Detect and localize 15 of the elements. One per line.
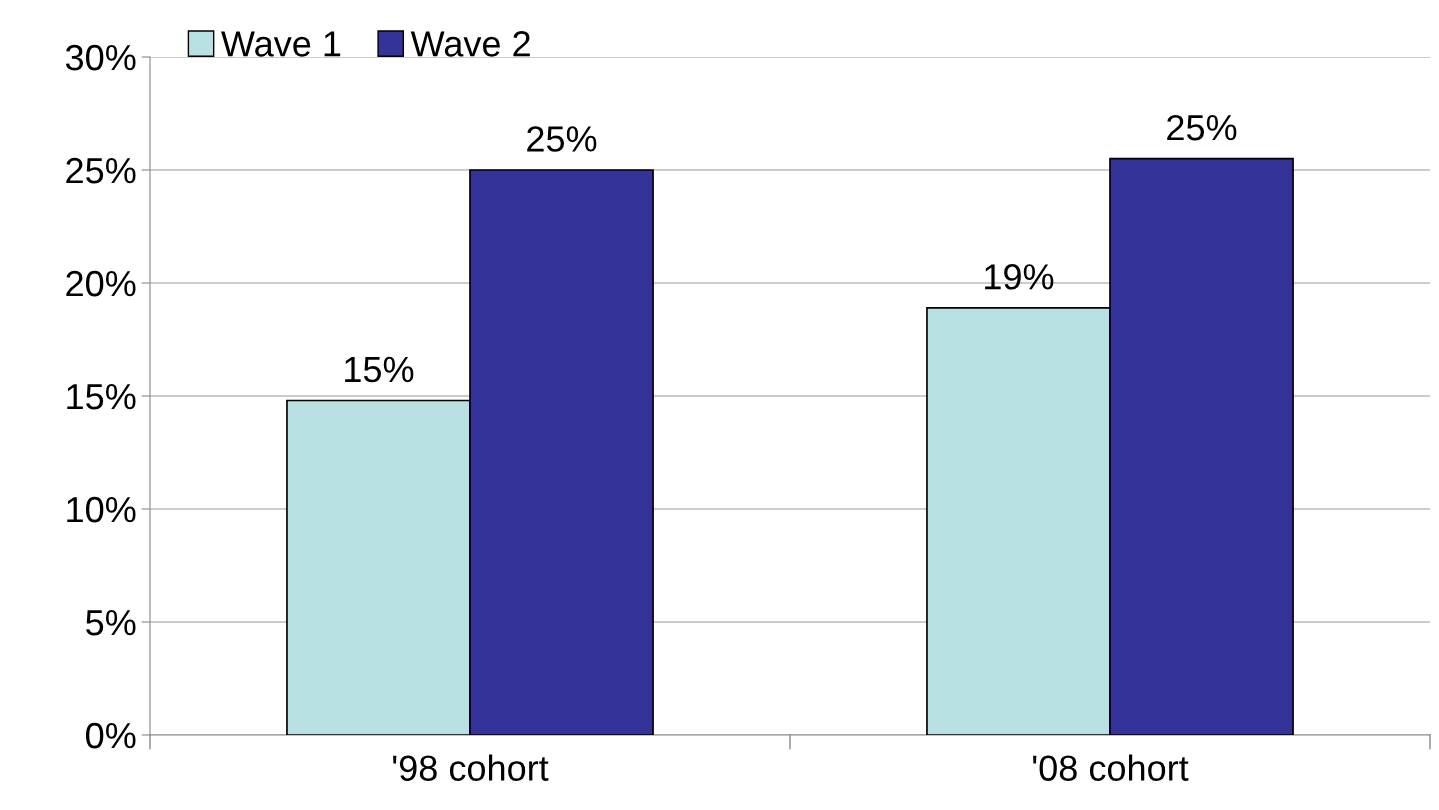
y-tick-label: 15% bbox=[67, 384, 136, 410]
data-label: 25% bbox=[1167, 114, 1237, 141]
legend-label: Wave 1 bbox=[221, 31, 341, 57]
legend-label: Wave 2 bbox=[410, 31, 530, 57]
data-label: 15% bbox=[345, 356, 414, 383]
y-tick-label: 25% bbox=[66, 157, 136, 184]
data-label: 25% bbox=[527, 126, 597, 152]
y-tick-label: 20% bbox=[66, 270, 136, 297]
y-tick-label: 30% bbox=[65, 44, 136, 71]
x-tick-label: '08 cohort bbox=[1033, 754, 1189, 781]
y-tick-label: 5% bbox=[86, 610, 136, 636]
data-label: 19% bbox=[985, 264, 1054, 290]
y-tick-label: 0% bbox=[86, 722, 136, 749]
y-tick-label: 10% bbox=[67, 496, 136, 523]
x-tick-label: '98 cohort bbox=[393, 754, 549, 781]
